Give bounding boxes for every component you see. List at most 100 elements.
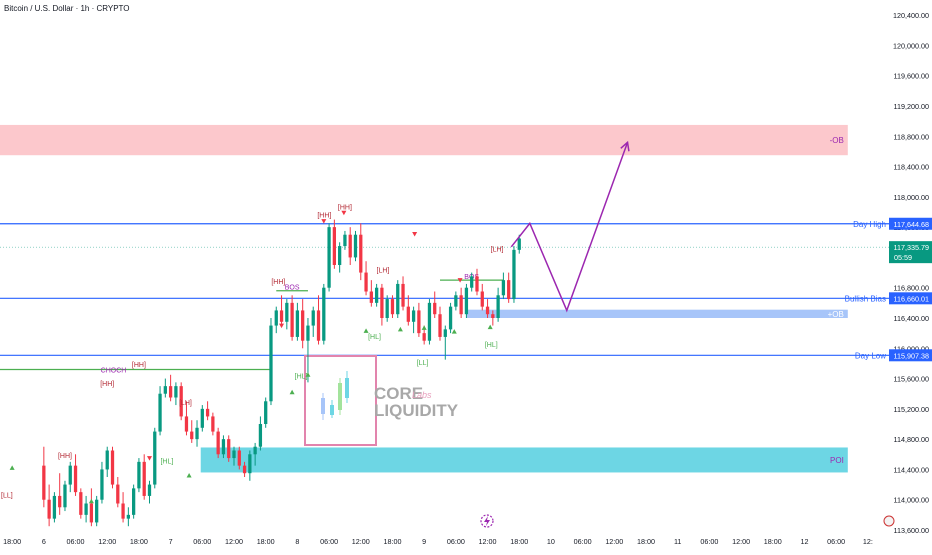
y-tick-label: 116,800.00 [894, 284, 929, 293]
candle-body [95, 499, 99, 523]
candle-body [190, 431, 194, 440]
candle-body [359, 234, 363, 273]
candle-body [454, 295, 458, 307]
candle-body [52, 495, 57, 519]
watermark-logo: CORE LIQUIDITY Labs [304, 355, 459, 446]
x-tick-label: 9 [422, 537, 426, 546]
candle-body [279, 310, 284, 322]
candle-body [142, 461, 146, 496]
y-tick-label: 116,400.00 [894, 314, 929, 323]
y-tick-label: 114,400.00 [894, 465, 929, 474]
y-tick-label: 118,400.00 [894, 163, 929, 172]
candle-body [237, 450, 241, 466]
candle-body [168, 386, 173, 398]
projection-arrowhead [620, 140, 630, 152]
candle-body [306, 325, 310, 341]
x-tick-label: 18:00 [383, 537, 401, 546]
up-marker [487, 324, 493, 330]
up-marker [451, 329, 457, 334]
candle-body [480, 291, 484, 307]
candle-body [105, 450, 109, 470]
y-tick-label: 120,400.00 [893, 11, 929, 20]
candle-body [68, 465, 72, 485]
candle-body [311, 310, 315, 326]
zone-bear [0, 124, 848, 156]
y-tick-label: 115,600.00 [894, 375, 929, 384]
candle-body [401, 283, 405, 307]
x-tick-label: 6 [42, 537, 46, 546]
swing-label: [HL] [160, 458, 173, 465]
time-axis [0, 530, 889, 550]
candle-body [137, 461, 141, 489]
candle-body [216, 431, 220, 455]
current-price-box [889, 241, 932, 264]
candles-layer [42, 219, 521, 527]
candle-body [338, 246, 342, 265]
candle-body [126, 514, 130, 519]
logo-frame [304, 355, 377, 446]
y-tick-label: 119,200.00 [894, 102, 929, 111]
price-label-text: 115,907.38 [894, 351, 929, 360]
down-marker [341, 210, 347, 216]
y-tick-label: 118,000.00 [894, 193, 929, 202]
candle-body [464, 287, 469, 315]
price-label-box [889, 349, 932, 362]
y-tick-label: 118,800.00 [894, 132, 929, 141]
lightning-icon [484, 516, 490, 526]
down-marker [412, 231, 418, 237]
logo-text-labs: Labs [412, 390, 432, 400]
candle-body [385, 299, 389, 318]
up-marker [88, 498, 94, 504]
x-tick-label: 18:00 [637, 537, 655, 546]
x-tick-label: 7 [169, 537, 173, 546]
candle-body [195, 427, 199, 440]
price-label-box [889, 292, 932, 305]
choch-label: CHOCH [101, 367, 127, 374]
price-label-text: 116,660.01 [894, 294, 929, 303]
bos-label: BOS [285, 285, 300, 292]
swing-label: [LH] [491, 246, 504, 253]
candle-body [248, 454, 252, 474]
x-tick-label: 18:00 [510, 537, 528, 546]
candle-body [221, 439, 226, 455]
price-label-box [889, 217, 932, 230]
candle-body [364, 272, 368, 292]
swing-label: [LH] [377, 268, 390, 275]
candle-body [153, 431, 157, 485]
x-tick-label: 06:00 [574, 537, 592, 546]
candle-body [132, 488, 136, 515]
candle-body [258, 424, 263, 447]
candle-body [242, 465, 247, 474]
projection-path [510, 142, 629, 313]
candle-body [411, 310, 416, 322]
zones-layer: -OB +OB POI [0, 124, 848, 473]
candle-body [459, 295, 463, 315]
down-marker [457, 278, 463, 283]
swing-label: [LL] [1, 492, 13, 499]
x-tick-label: 06:00 [193, 537, 211, 546]
replay-icon[interactable] [480, 514, 494, 528]
candle-body [496, 295, 500, 318]
candle-body [390, 299, 395, 315]
candle-body [158, 393, 162, 432]
x-tick-label: 06:00 [447, 537, 465, 546]
x-tick-label: 12:00 [605, 537, 623, 546]
x-tick-label: 18:00 [3, 537, 21, 546]
y-tick-label: 114,000.00 [894, 496, 929, 505]
up-marker [305, 372, 311, 377]
swing-label: [HL] [485, 342, 498, 349]
x-tick-label: 18:00 [257, 537, 275, 546]
candle-body [121, 503, 125, 519]
swing-label: [HH] [271, 279, 285, 286]
candle-body [200, 408, 204, 428]
candle-body [448, 306, 453, 330]
candle-body [485, 306, 490, 315]
hline-label: Day Low [855, 351, 886, 360]
up-marker [363, 328, 369, 333]
annotations-layer: [HH] [HH] [HH] [LH] [HH] [HH] [HH] [LH] [LH] [LL]… [1, 140, 630, 548]
candle-body [147, 484, 152, 496]
up-marker [421, 325, 427, 330]
candle-body [290, 302, 294, 337]
up-marker [9, 465, 15, 470]
